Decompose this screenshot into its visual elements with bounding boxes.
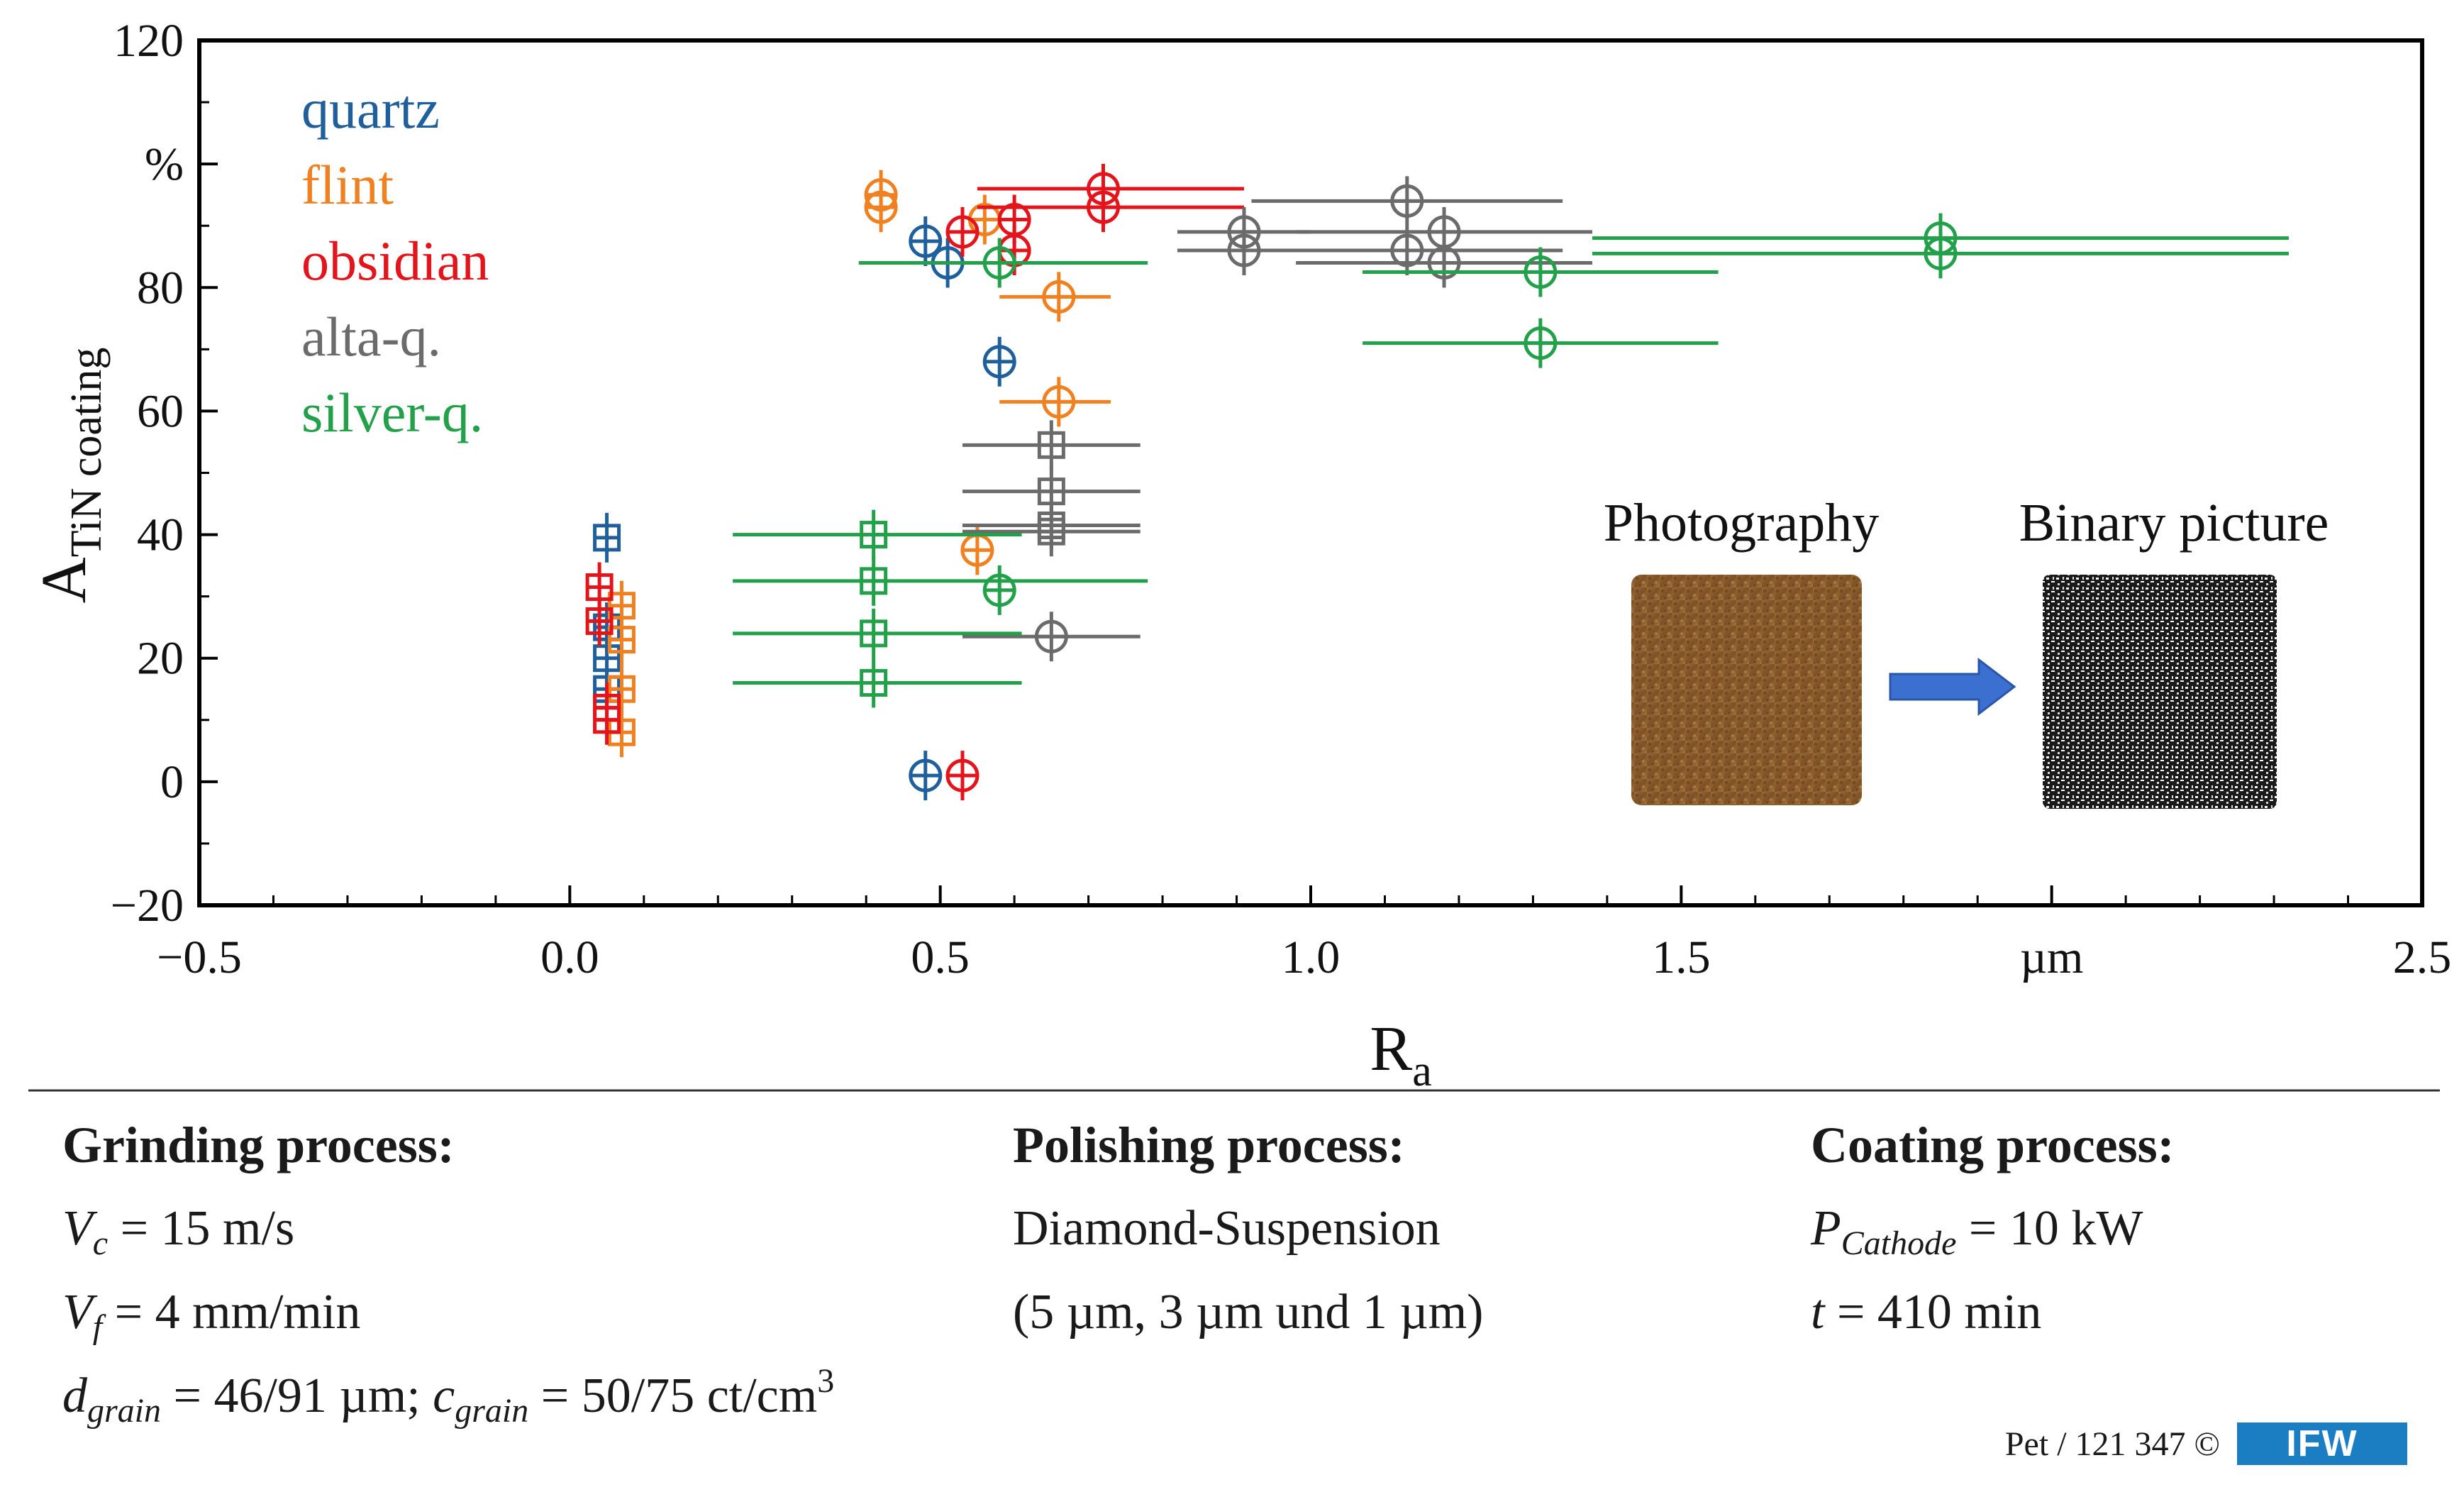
data-point-altaq xyxy=(1296,238,1592,288)
x-tick-label: µm xyxy=(2020,932,2083,983)
polishing-line1: Diamond-Suspension xyxy=(1013,1201,1441,1256)
legend-entry: obsidian xyxy=(301,230,489,292)
data-point-silverq xyxy=(733,509,1022,560)
data-point-altaq xyxy=(962,420,1141,470)
coating-power: PCathode = 10 kW xyxy=(1811,1201,2143,1262)
data-point-quartz xyxy=(909,751,943,801)
data-point-altaq xyxy=(962,466,1141,516)
polishing-process: Polishing process: Diamond-Suspension (5… xyxy=(1013,1103,1483,1354)
data-point-quartz xyxy=(982,336,1016,387)
data-point-flint xyxy=(967,194,1001,245)
data-point-silverq xyxy=(982,565,1016,615)
data-point-obsidian xyxy=(585,596,614,646)
binary-picture-image xyxy=(2043,575,2277,809)
y-axis-ticks: −20 0 20 40 60 80% 120 xyxy=(111,15,218,932)
legend-entry: silver-q. xyxy=(301,382,483,443)
y-tick-label: % xyxy=(145,138,184,190)
x-tick-label: 0.5 xyxy=(911,932,970,983)
legend-entry: quartz xyxy=(301,78,440,140)
data-point-flint xyxy=(607,664,636,714)
y-tick-label: 60 xyxy=(137,385,184,437)
data-point-obsidian xyxy=(945,206,980,257)
ifw-logo: IFW xyxy=(2237,1422,2407,1465)
x-tick-label: 0.0 xyxy=(540,932,599,983)
polishing-title: Polishing process: xyxy=(1013,1117,1405,1173)
coating-time: t = 410 min xyxy=(1811,1285,2042,1339)
data-point-silverq xyxy=(1363,247,1719,297)
legend: quartz flint obsidian alta-q. silver-q. xyxy=(301,78,489,443)
data-point-obsidian xyxy=(945,751,980,801)
y-tick-label: 80 xyxy=(137,262,184,314)
data-point-flint xyxy=(999,272,1111,322)
data-point-flint xyxy=(607,614,636,665)
photography-image xyxy=(1631,575,1862,805)
data-point-obsidian xyxy=(977,182,1244,233)
data-point-altaq xyxy=(962,612,1141,662)
data-point-silverq xyxy=(733,608,1022,658)
coating-process: Coating process: PCathode = 10 kW t = 41… xyxy=(1811,1103,2175,1354)
data-point-silverq xyxy=(858,238,1148,288)
data-point-silverq xyxy=(1363,318,1719,368)
x-tick-label: 1.5 xyxy=(1652,932,1711,983)
data-point-flint xyxy=(999,377,1111,427)
x-axis-ticks: −0.5 0.0 0.5 1.0 1.5 µm 2.5 xyxy=(157,885,2451,983)
y-tick-label: 20 xyxy=(137,633,184,685)
y-tick-label: 0 xyxy=(160,756,184,808)
y-tick-label: 40 xyxy=(137,509,184,561)
y-tick-label: 120 xyxy=(113,15,184,67)
grinding-vf: Vf = 4 mm/min xyxy=(62,1285,361,1346)
data-point-altaq xyxy=(1251,226,1563,276)
arrow-icon xyxy=(1889,657,2016,717)
grinding-vc: Vc = 15 m/s xyxy=(62,1201,295,1262)
x-tick-label: 1.0 xyxy=(1282,932,1341,983)
binary-picture-label: Binary picture xyxy=(2019,493,2329,553)
coating-title: Coating process: xyxy=(1811,1117,2175,1173)
photography-label: Photography xyxy=(1604,493,1879,553)
legend-entry: flint xyxy=(301,154,394,216)
grinding-grain: dgrain = 46/91 µm; cgrain = 50/75 ct/cm3 xyxy=(62,1362,835,1430)
grinding-process: Grinding process: Vc = 15 m/s Vf = 4 mm/… xyxy=(62,1103,834,1438)
data-point-silverq xyxy=(1592,228,2289,279)
data-point-flint xyxy=(864,182,898,233)
x-axis-title: Ra xyxy=(1370,1014,1432,1095)
y-axis-title: ATiN coating xyxy=(29,348,111,604)
y-tick-label: −20 xyxy=(111,880,184,932)
data-point-altaq xyxy=(962,507,1141,557)
grinding-title: Grinding process: xyxy=(62,1117,455,1173)
data-point-quartz xyxy=(593,512,621,563)
data-point-obsidian xyxy=(593,695,621,745)
data-point-altaq xyxy=(1251,176,1563,226)
data-point-silverq xyxy=(733,556,1148,606)
data-point-silverq xyxy=(733,658,1022,708)
footer-credit: Pet / 121 347 © IFW xyxy=(2005,1422,2407,1465)
data-point-quartz xyxy=(909,216,943,266)
polishing-line2: (5 µm, 3 µm und 1 µm) xyxy=(1013,1285,1484,1339)
credit-text: Pet / 121 347 © xyxy=(2004,1425,2220,1463)
legend-entry: alta-q. xyxy=(301,306,441,368)
x-tick-label: 2.5 xyxy=(2393,932,2452,983)
x-tick-label: −0.5 xyxy=(157,932,242,983)
data-marks xyxy=(585,163,2289,801)
